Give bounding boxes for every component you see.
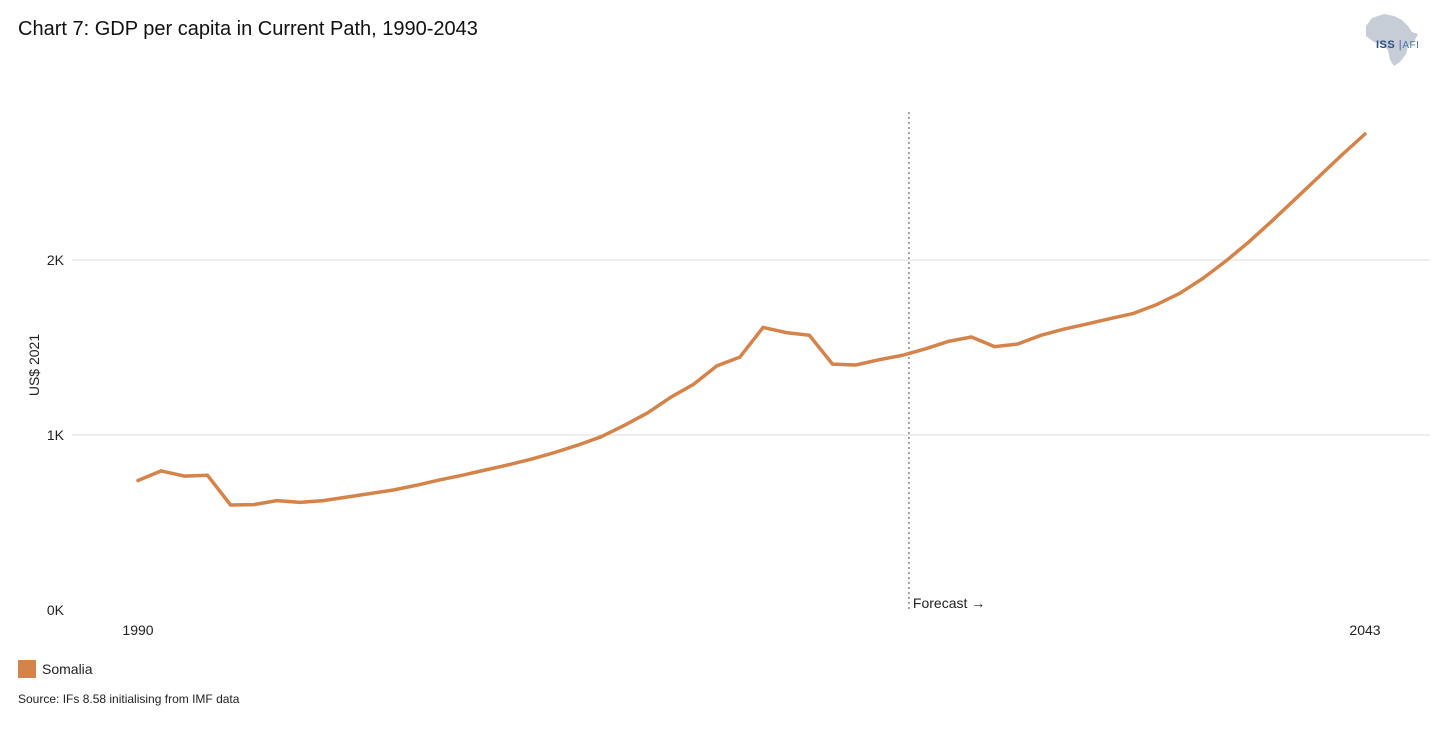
- data-point-2035: [1178, 291, 1182, 295]
- logo-text: ISS |AFI: [1376, 39, 1420, 51]
- data-point-2040: [1293, 197, 1298, 201]
- data-point-2038: [1247, 240, 1251, 244]
- data-point-2033: [1131, 311, 1136, 315]
- data-point-2015: [715, 364, 719, 368]
- legend-swatch-somalia: [18, 660, 36, 678]
- data-point-2001: [391, 488, 395, 492]
- y-tick-label: 0K: [47, 602, 65, 618]
- legend: Somalia: [18, 660, 93, 678]
- data-point-2010: [599, 435, 603, 439]
- data-point-2039: [1270, 219, 1274, 223]
- data-point-1999: [344, 495, 348, 499]
- data-point-2023: [900, 353, 904, 357]
- data-point-2041: [1317, 175, 1321, 179]
- data-point-1994: [229, 503, 233, 507]
- data-point-1990: [136, 478, 140, 483]
- data-point-2030: [1062, 327, 1066, 331]
- data-point-2000: [367, 492, 372, 496]
- data-point-1995: [252, 503, 256, 507]
- grid-layer: [72, 259, 1430, 436]
- data-point-2016: [738, 355, 742, 359]
- data-point-2006: [506, 463, 511, 467]
- y-tick-label: 1K: [47, 427, 65, 443]
- data-point-2034: [1155, 303, 1159, 307]
- data-point-2014: [692, 382, 696, 386]
- data-point-2021: [854, 363, 858, 367]
- data-point-2013: [668, 395, 673, 399]
- data-point-2022: [877, 358, 881, 362]
- data-point-2024: [923, 347, 927, 351]
- data-point-2031: [1085, 322, 1089, 326]
- data-point-1993: [205, 473, 210, 477]
- data-point-2009: [576, 443, 580, 447]
- data-point-2019: [807, 333, 811, 337]
- data-point-2037: [1224, 259, 1228, 263]
- data-point-2029: [1039, 333, 1043, 337]
- x-tick-label: 2043: [1349, 622, 1380, 638]
- data-point-2011: [622, 423, 626, 427]
- axis-layer: 0K 1K 2K US$ 2021 1990 2043: [26, 252, 1381, 638]
- data-point-2017: [761, 325, 765, 329]
- data-point-1992: [182, 474, 186, 478]
- data-point-2027: [992, 345, 997, 349]
- data-point-2043: [1363, 132, 1367, 136]
- data-point-1997: [298, 500, 302, 504]
- x-tick-label: 1990: [122, 622, 153, 638]
- data-point-2012: [645, 411, 649, 415]
- series-layer: [136, 132, 1367, 507]
- logo-iss-text: ISS: [1376, 39, 1396, 51]
- logo-afi-text: AFI: [1402, 40, 1420, 51]
- data-point-2007: [529, 457, 534, 461]
- data-point-2004: [460, 473, 464, 477]
- data-point-1991: [159, 469, 163, 473]
- data-point-2002: [414, 483, 418, 487]
- data-point-2018: [784, 331, 788, 335]
- series-line-somalia: [136, 132, 1367, 507]
- y-axis-label: US$ 2021: [26, 334, 42, 396]
- y-tick-label: 2K: [47, 252, 65, 268]
- data-point-2008: [553, 450, 557, 455]
- forecast-layer: Forecast →: [908, 112, 985, 611]
- data-point-2036: [1201, 276, 1205, 280]
- data-point-2026: [969, 335, 974, 339]
- africa-map-icon: [1366, 14, 1418, 66]
- forecast-label: Forecast →: [913, 595, 985, 611]
- data-point-2003: [437, 478, 441, 482]
- data-point-1996: [275, 499, 279, 503]
- data-point-2025: [946, 339, 950, 343]
- data-point-1998: [321, 499, 325, 503]
- data-point-2032: [1108, 317, 1112, 321]
- data-point-2028: [1016, 342, 1020, 346]
- data-point-2042: [1340, 153, 1344, 157]
- data-point-2020: [830, 362, 835, 366]
- legend-label-somalia: Somalia: [42, 661, 93, 677]
- data-point-2005: [483, 468, 487, 472]
- chart-title: Chart 7: GDP per capita in Current Path,…: [18, 18, 478, 40]
- source-note: Source: IFs 8.58 initialising from IMF d…: [18, 692, 240, 706]
- iss-afi-logo: ISS |AFI: [1362, 12, 1422, 68]
